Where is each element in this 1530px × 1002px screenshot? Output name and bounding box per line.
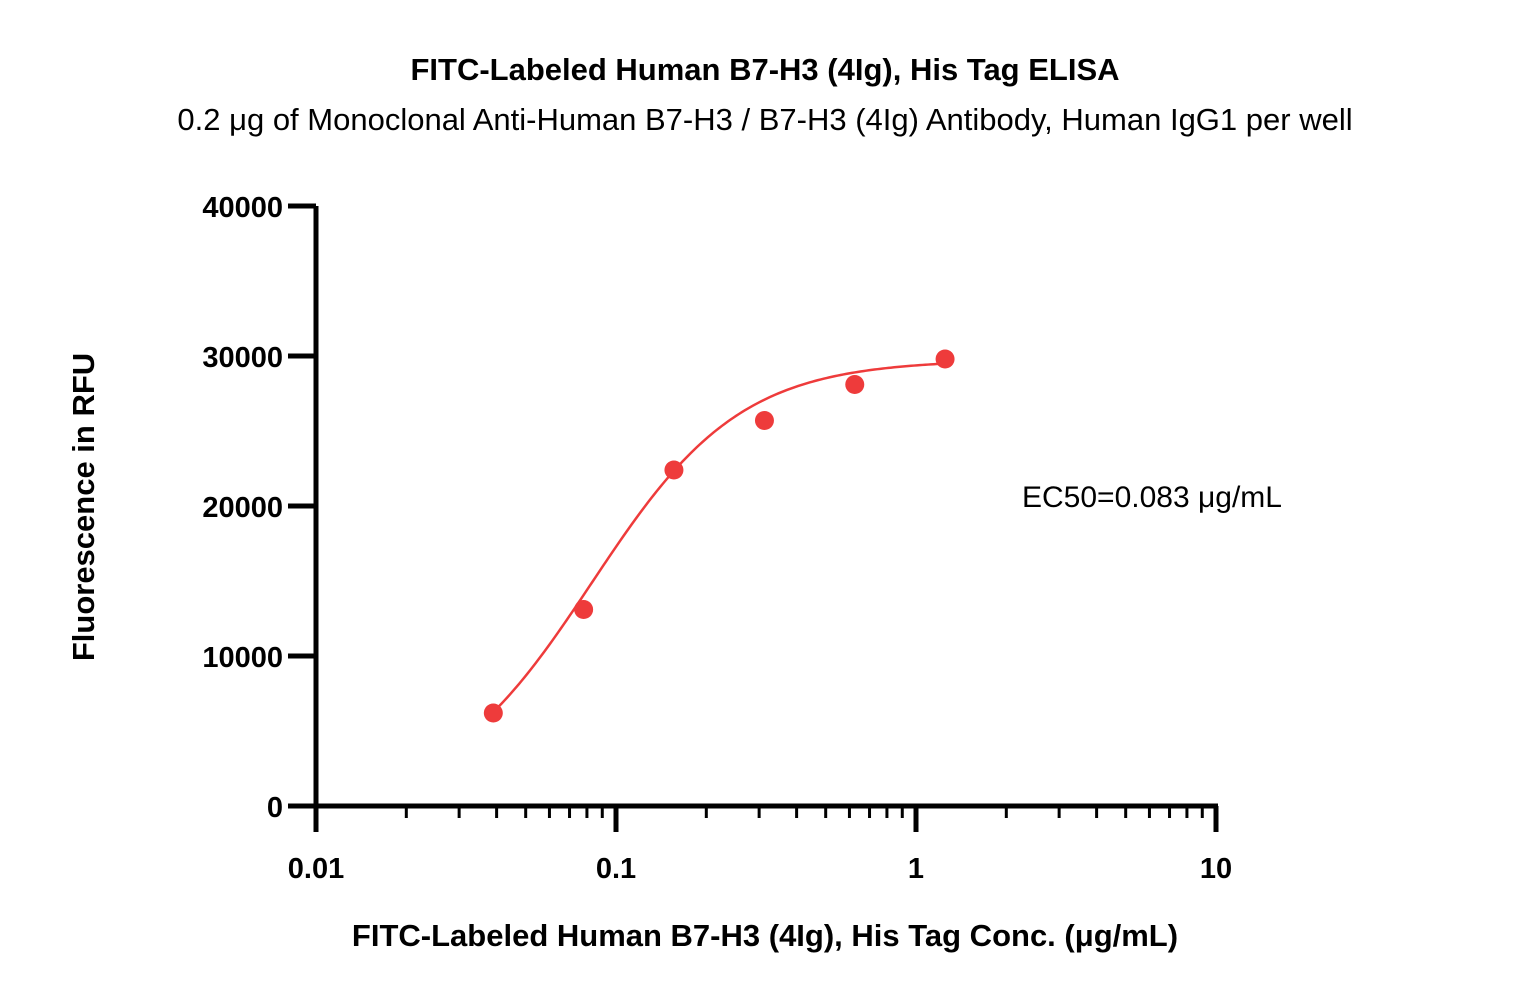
y-axis: 0 10000 20000 30000 40000	[202, 192, 319, 824]
data-point	[574, 600, 594, 619]
data-point	[935, 349, 955, 369]
x-tick-group: 0.01 0.1 1 10	[288, 806, 1232, 885]
y-tick-label: 40000	[202, 192, 283, 224]
x-tick-label: 0.01	[288, 853, 344, 885]
data-point	[483, 703, 503, 723]
data-point	[845, 375, 865, 394]
y-tick-label: 0	[267, 792, 283, 824]
x-tick-label: 1	[908, 853, 924, 885]
y-tick-label: 10000	[202, 642, 283, 674]
y-tick-label: 30000	[202, 342, 283, 374]
chart-title: FITC-Labeled Human B7-H3 (4Ig), His Tag …	[410, 52, 1119, 87]
data-point	[754, 411, 774, 430]
y-tick-group: 0 10000 20000 30000 40000	[202, 192, 316, 824]
data-point	[664, 460, 684, 480]
data-points	[483, 349, 955, 723]
y-axis-label: Fluorescence in RFU	[66, 353, 101, 661]
x-tick-label: 10	[1200, 853, 1232, 885]
x-axis-label: FITC-Labeled Human B7-H3 (4Ig), His Tag …	[352, 918, 1178, 953]
y-tick-label: 20000	[202, 492, 283, 524]
x-tick-label: 0.1	[596, 853, 636, 885]
x-axis: 0.01 0.1 1 10	[288, 803, 1232, 885]
ec50-annotation: EC50=0.083 μg/mL	[1022, 481, 1282, 514]
chart-subtitle: 0.2 μg of Monoclonal Anti-Human B7-H3 / …	[177, 102, 1352, 137]
fit-curve-line	[492, 362, 946, 713]
